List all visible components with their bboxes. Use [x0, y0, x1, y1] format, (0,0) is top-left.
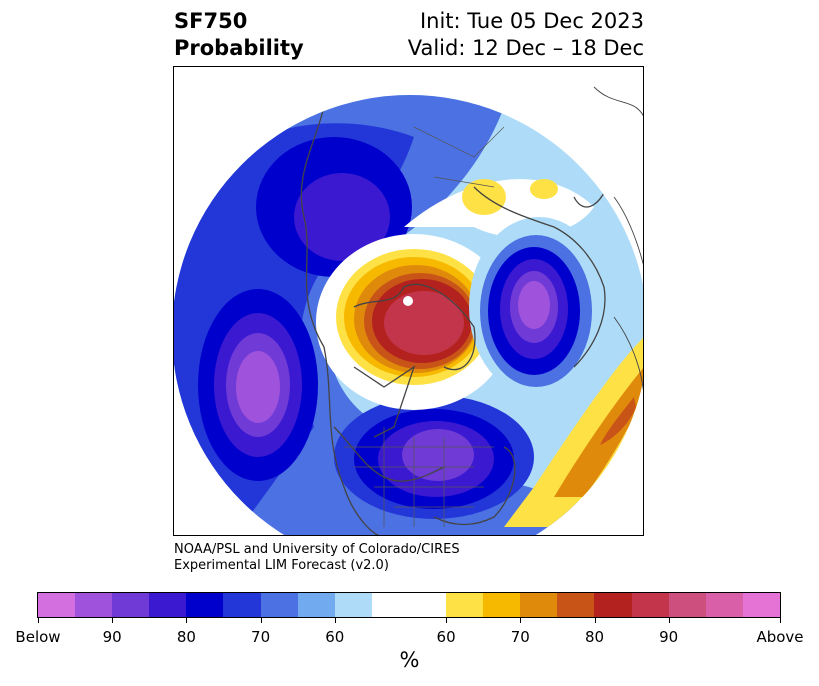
colorbar-tick-label: 70 [251, 628, 271, 646]
colorbar [37, 592, 781, 618]
north-america-low [294, 173, 390, 261]
colorbar-tick-label: 80 [584, 628, 605, 646]
colorbar-tick [260, 618, 262, 623]
borders [344, 126, 505, 527]
colorbar-tick [780, 618, 781, 623]
atlantic-high [504, 337, 643, 527]
colorbar-tick-label: 80 [176, 628, 196, 646]
colorbar-segment [742, 593, 780, 617]
colorbar-segment [186, 593, 224, 617]
pole-marker [403, 296, 413, 306]
polar-high-core [384, 291, 464, 355]
colorbar-segment [483, 593, 521, 617]
colorbar-tick-label: 60 [325, 628, 345, 646]
colorbar-ticks: Below 90 80 70 60 60 70 80 90 Above [0, 618, 819, 648]
colorbar-segment [557, 593, 595, 617]
europe-low-core [518, 281, 550, 329]
minor-above-patch [462, 179, 506, 215]
outer-landmass [593, 86, 643, 392]
colorbar-segment [371, 593, 447, 617]
credit-line-2: Experimental LIM Forecast (v2.0) [174, 558, 389, 573]
colorbar-tick [446, 618, 448, 623]
minor-above-patch [380, 67, 412, 81]
valid-range: Valid: 12 Dec – 18 Dec [407, 36, 644, 60]
colorbar-segment [112, 593, 150, 617]
colorbar-tick-label: Above [756, 628, 804, 646]
colorbar-segment [334, 593, 372, 617]
map-panel [173, 66, 644, 536]
colorbar-segment [223, 593, 261, 617]
colorbar-tick-label: 90 [659, 628, 679, 646]
title-right: Init: Tue 05 Dec 2023 Valid: 12 Dec – 18… [408, 8, 644, 62]
credit: NOAA/PSL and University of Colorado/CIRE… [174, 542, 460, 574]
colorbar-tick [668, 618, 670, 623]
variable-title: SF750 [174, 9, 248, 33]
colorbar-tick-label: 70 [510, 628, 530, 646]
colorbar-segment [520, 593, 558, 617]
colorbar-tick [334, 618, 336, 623]
atlantic-high-core [600, 397, 636, 445]
colorbar-segment [446, 593, 484, 617]
colorbar-tick-label: 60 [436, 628, 456, 646]
colorbar-segment [705, 593, 743, 617]
pacific-low-core [236, 351, 280, 423]
us-low-core [402, 429, 474, 481]
colorbar-segment [668, 593, 706, 617]
minor-above-patch [530, 179, 558, 199]
init-date: Init: Tue 05 Dec 2023 [419, 9, 644, 33]
colorbar-tick-label: Below [15, 628, 61, 646]
colorbar-segment [75, 593, 113, 617]
colorbar-tick [186, 618, 188, 623]
colorbar-tick [594, 618, 596, 623]
colorbar-tick [520, 618, 522, 623]
colorbar-segment [260, 593, 298, 617]
colorbar-tick-label: 90 [102, 628, 122, 646]
colorbar-tick [38, 618, 39, 623]
credit-line-1: NOAA/PSL and University of Colorado/CIRE… [174, 542, 460, 557]
title-left: SF750 Probability [174, 8, 304, 62]
colorbar-segment [594, 593, 632, 617]
polar-map [174, 67, 643, 535]
colorbar-segment [631, 593, 669, 617]
colorbar-segment [297, 593, 335, 617]
atlantic-high [554, 367, 643, 497]
probability-title: Probability [174, 36, 304, 60]
colorbar-segment [38, 593, 76, 617]
colorbar-segment [149, 593, 187, 617]
colorbar-unit: % [399, 648, 420, 672]
colorbar-tick [112, 618, 114, 623]
